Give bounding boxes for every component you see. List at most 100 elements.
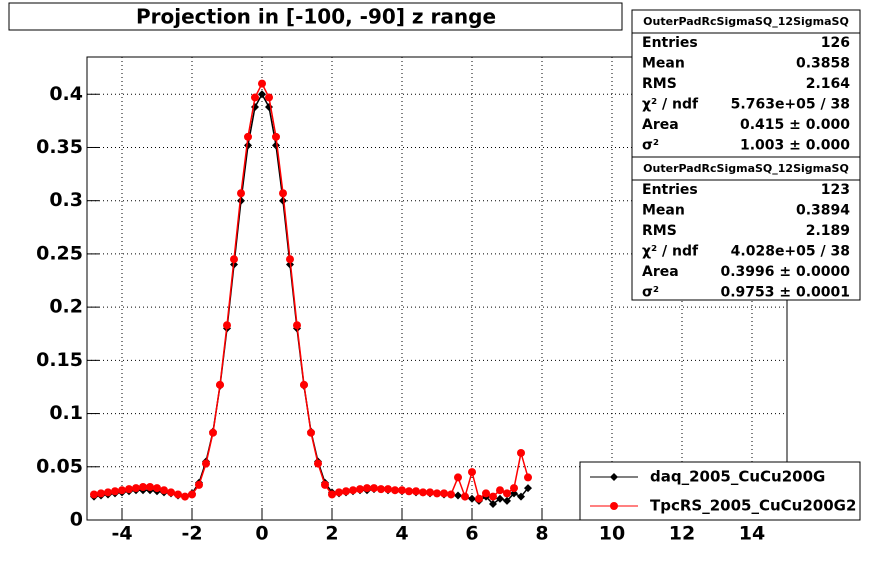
x-tick-label: 2 xyxy=(325,523,338,545)
data-point xyxy=(433,489,441,498)
stats-label: Mean xyxy=(642,203,685,219)
data-point xyxy=(125,485,133,494)
data-point xyxy=(237,196,245,205)
data-point xyxy=(447,490,455,499)
y-tick-label: 0.2 xyxy=(49,296,83,318)
legend-marker xyxy=(610,473,618,481)
stats-label: σ² xyxy=(642,285,659,301)
data-point xyxy=(412,487,420,496)
y-tick-label: 0.05 xyxy=(36,455,83,477)
data-point xyxy=(475,494,483,503)
data-point xyxy=(503,496,511,505)
y-tick-label: 0.4 xyxy=(49,83,83,105)
data-point xyxy=(279,196,287,205)
data-point xyxy=(104,488,112,497)
legend-box xyxy=(579,461,861,521)
stats-value: 126 xyxy=(821,35,850,51)
data-point xyxy=(517,448,525,457)
data-point xyxy=(111,487,119,496)
y-tick-label: 0.15 xyxy=(36,349,83,371)
data-point xyxy=(300,380,308,389)
x-tick-label: 0 xyxy=(255,523,268,545)
stats-title: OuterPadRcSigmaSQ_12SigmaSQ xyxy=(643,15,849,28)
data-point xyxy=(244,132,252,141)
chart-title: Projection in [-100, -90] z range xyxy=(136,5,496,29)
data-point xyxy=(279,189,287,198)
stats-value: 1.003 ± 0.000 xyxy=(740,138,850,154)
data-point xyxy=(510,484,518,493)
legend-label: daq_2005_CuCu200G xyxy=(650,468,825,486)
stats-box xyxy=(631,156,861,301)
y-tick-label: 0.3 xyxy=(49,189,83,211)
data-point xyxy=(496,486,504,495)
data-point xyxy=(202,459,210,468)
data-point xyxy=(524,484,532,493)
data-point xyxy=(181,492,189,501)
y-tick-label: 0 xyxy=(70,509,83,531)
data-point xyxy=(293,321,301,330)
data-point xyxy=(307,428,315,437)
data-point xyxy=(258,90,266,99)
data-point xyxy=(139,483,147,492)
data-point xyxy=(370,484,378,493)
data-point xyxy=(377,485,385,494)
data-point xyxy=(461,492,469,501)
x-tick-label: 4 xyxy=(395,523,408,545)
data-point xyxy=(468,468,476,477)
stats-value: 0.3894 xyxy=(796,203,850,219)
data-point xyxy=(454,491,462,500)
stats-value: 0.9753 ± 0.0001 xyxy=(720,285,850,301)
data-point xyxy=(272,132,280,141)
data-point xyxy=(286,255,294,264)
data-point xyxy=(335,488,343,497)
stats-label: χ² / ndf xyxy=(642,97,699,113)
data-point xyxy=(132,484,140,493)
stats-label: RMS xyxy=(642,223,677,239)
data-point xyxy=(160,486,168,495)
stats-value: 0.415 ± 0.000 xyxy=(740,117,850,133)
data-point xyxy=(321,480,329,489)
data-point xyxy=(454,473,462,482)
stats-value: 0.3858 xyxy=(796,56,850,72)
data-point xyxy=(405,487,413,496)
data-point xyxy=(468,494,476,503)
stats-box xyxy=(631,9,861,158)
data-point xyxy=(524,473,532,482)
stats-value: 2.164 xyxy=(806,76,851,92)
stats-label: Entries xyxy=(642,35,698,51)
stats-value: 4.028e+05 / 38 xyxy=(731,244,850,260)
data-point xyxy=(503,489,511,498)
data-point xyxy=(426,488,434,497)
data-point xyxy=(153,484,161,493)
stats-label: Mean xyxy=(642,56,685,72)
data-point xyxy=(440,489,448,498)
data-point xyxy=(251,93,259,102)
title-box xyxy=(8,2,623,31)
data-point xyxy=(419,488,427,497)
data-point xyxy=(342,487,350,496)
data-point xyxy=(188,490,196,499)
stats-label: Area xyxy=(642,117,679,133)
data-point xyxy=(398,486,406,495)
stats-value: 2.189 xyxy=(806,223,850,239)
data-point xyxy=(349,486,357,495)
data-point xyxy=(146,483,154,492)
data-point xyxy=(90,490,98,499)
data-point xyxy=(223,321,231,330)
data-point xyxy=(482,489,490,498)
data-point xyxy=(489,500,497,509)
data-point xyxy=(237,189,245,198)
data-point xyxy=(230,255,238,264)
x-tick-label: 10 xyxy=(599,523,625,545)
data-point xyxy=(167,488,175,497)
data-point xyxy=(314,459,322,468)
data-point xyxy=(174,490,182,499)
stats-value: 0.3996 ± 0.0000 xyxy=(720,264,850,280)
stats-value: 123 xyxy=(821,182,850,198)
data-point xyxy=(363,484,371,493)
y-tick-label: 0.35 xyxy=(36,136,83,158)
x-tick-label: 6 xyxy=(465,523,478,545)
stats-label: χ² / ndf xyxy=(642,244,699,260)
x-tick-label: 8 xyxy=(535,523,548,545)
